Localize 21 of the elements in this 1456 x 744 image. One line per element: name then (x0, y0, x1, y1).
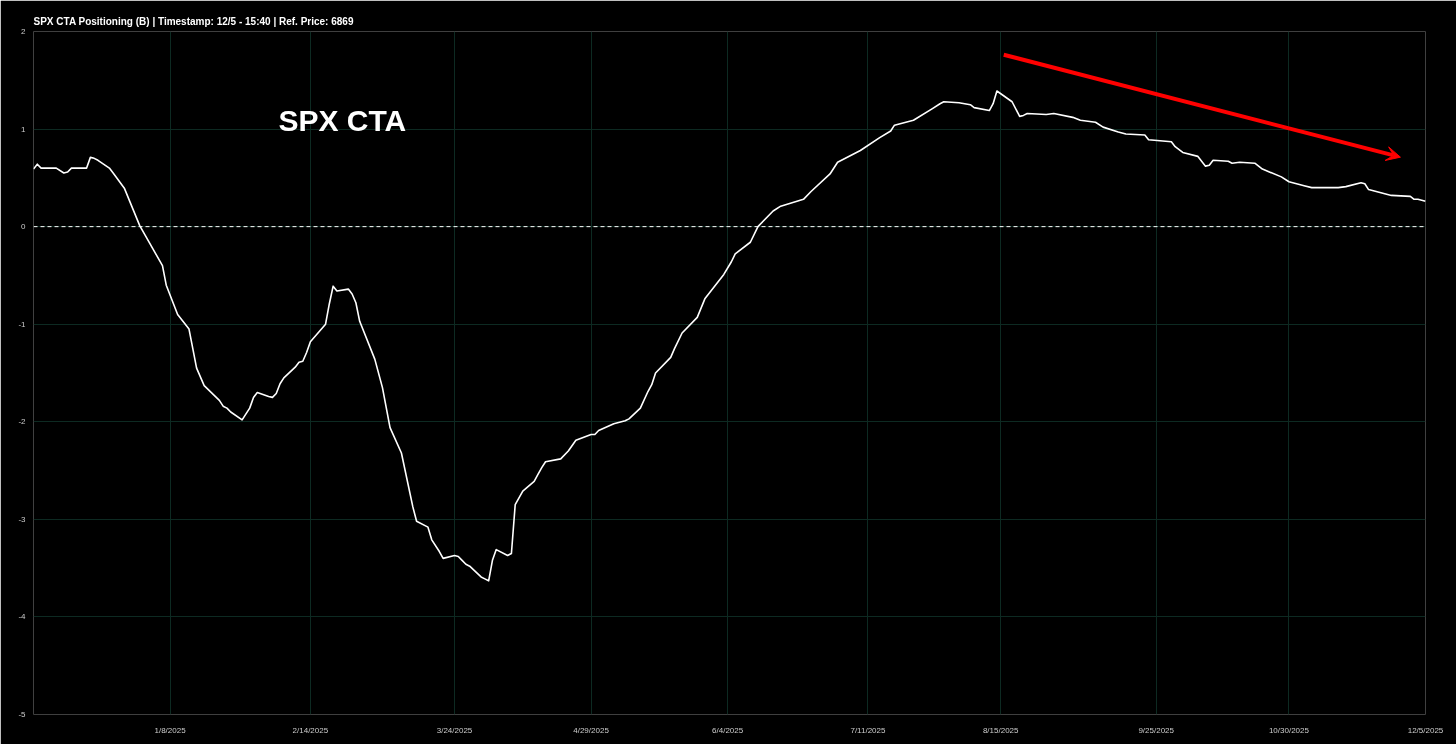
x-tick-label: 3/24/2025 (436, 725, 473, 735)
x-tick-label: 10/30/2025 (1268, 725, 1310, 735)
x-tick-label: 4/29/2025 (573, 725, 610, 735)
annotation: SPX CTA (278, 104, 407, 138)
y-tick-label: -1 (18, 319, 27, 329)
y-tick-label: -5 (18, 710, 27, 719)
y-tick-label: -3 (18, 514, 27, 524)
y-tick-label: -4 (18, 612, 27, 622)
line-series (33, 90, 1426, 582)
y-tick-label: 0 (21, 222, 27, 232)
x-tick-label: 2/14/2025 (292, 725, 329, 735)
x-tick-label: 1/8/2025 (154, 725, 187, 735)
x-tick-label: 9/25/2025 (1138, 725, 1175, 735)
x-tick-label: 7/11/2025 (850, 725, 886, 735)
x-tick-label: 6/4/2025 (712, 725, 744, 735)
y-tick-label: 1 (21, 124, 27, 134)
y-tick-label: 2 (21, 27, 27, 36)
x-tick-label: 8/15/2025 (982, 725, 1020, 735)
y-tick-label: -2 (18, 417, 27, 427)
x-tick-label: 12/5/2025 (1407, 725, 1444, 735)
chart-title: SPX CTA Positioning (B) | Timestamp: 12/5 - 15:40 | Ref. Price: 6869 (33, 15, 354, 27)
